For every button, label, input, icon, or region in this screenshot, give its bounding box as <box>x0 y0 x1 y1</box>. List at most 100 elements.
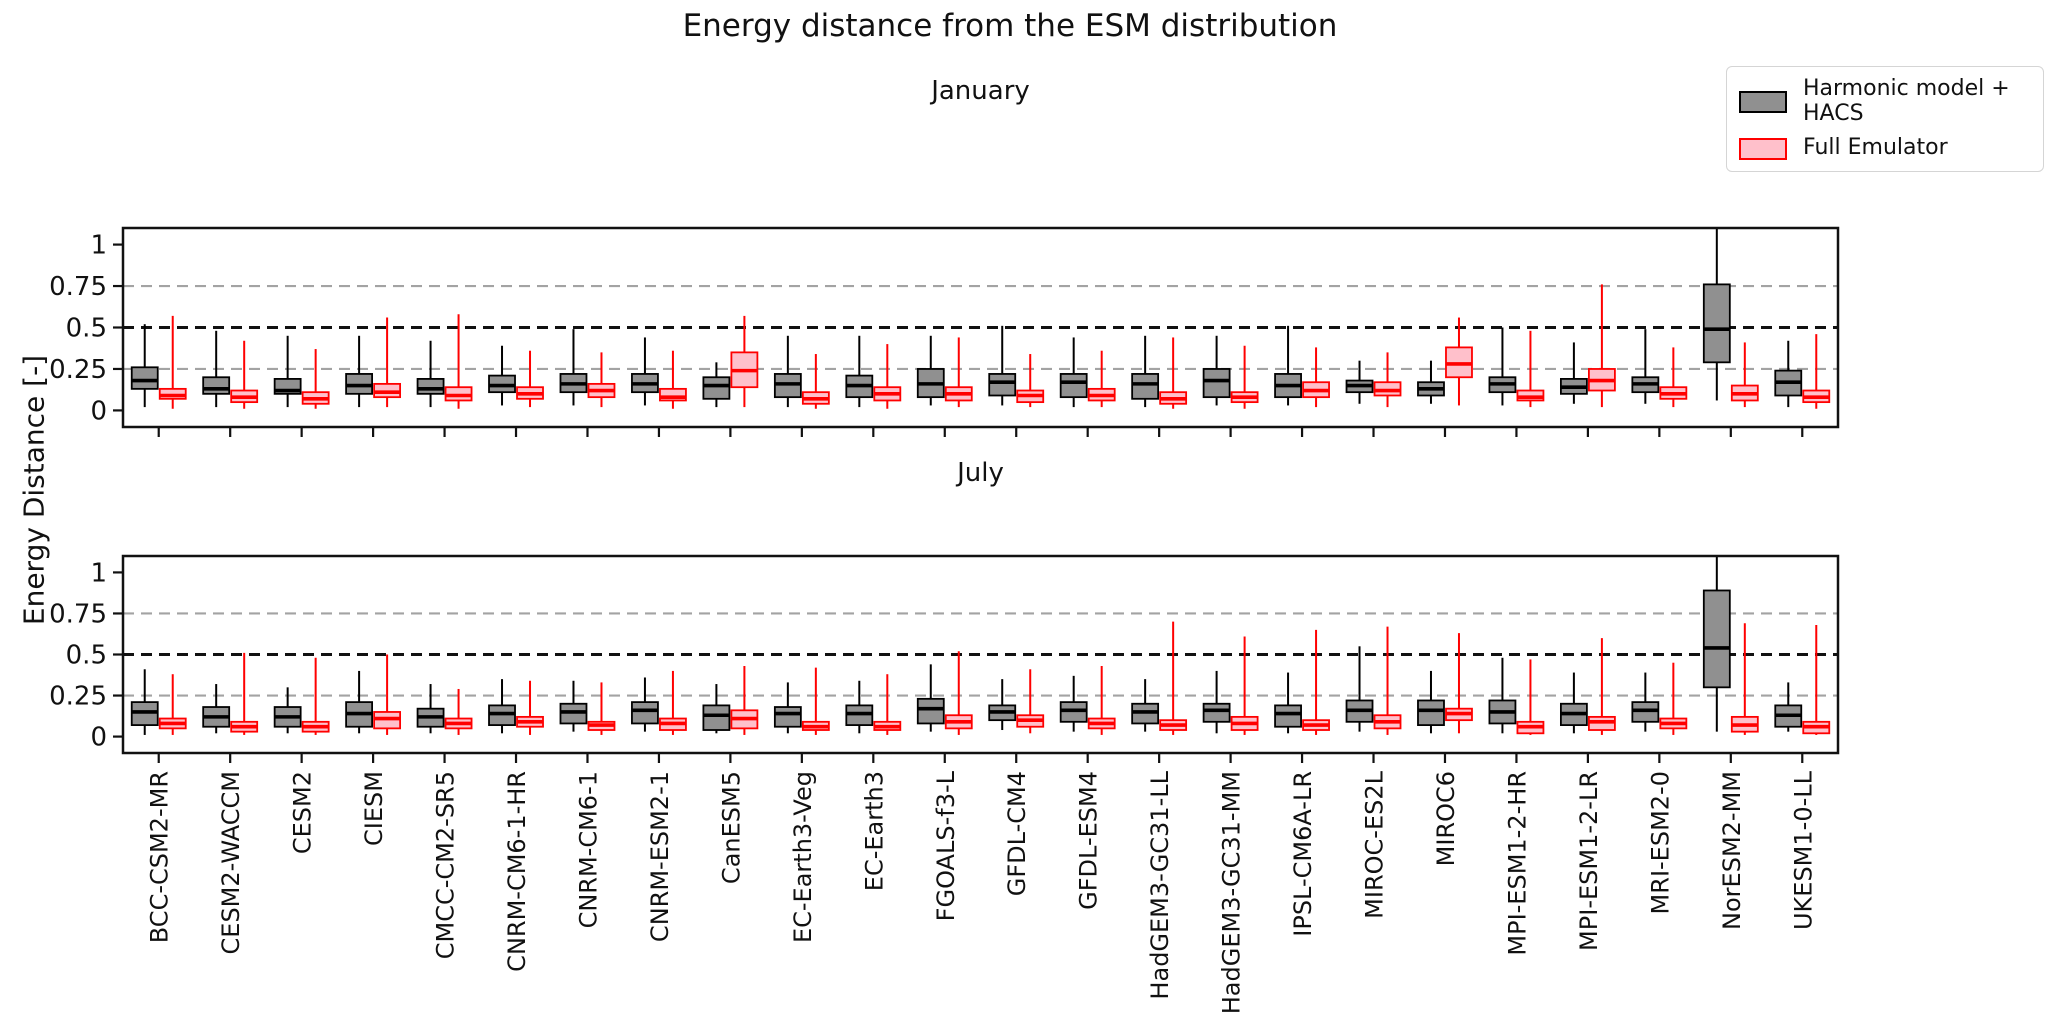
box-july-FGOALS-f3-L-hacs <box>916 664 945 732</box>
box-july-CIESM-emulator <box>373 654 402 735</box>
box-july-CMCC-CM2-SR5-hacs <box>416 684 445 734</box>
box-january-CIESM-emulator <box>373 317 402 408</box>
box-january-GFDL-ESM4-emulator <box>1087 350 1116 408</box>
box-july-EC-Earth3-Veg-emulator <box>801 667 830 735</box>
box-july-EC-Earth3-Veg-hacs <box>773 682 802 734</box>
y-tick-label: 0.75 <box>49 599 107 629</box>
box-january-MPI-ESM1-2-HR-emulator <box>1516 330 1545 408</box>
y-tick-label: 1 <box>90 231 107 261</box>
box-january-MIROC6-emulator <box>1445 317 1473 406</box>
box-july-CNRM-ESM2-1-emulator <box>659 670 687 735</box>
x-tick-label: CESM2 <box>289 771 317 854</box>
box-july-GFDL-ESM4-emulator <box>1087 665 1116 735</box>
box-january-MRI-ESM2-0-emulator <box>1659 347 1688 408</box>
box-july-IPSL-CM6A-LR-hacs <box>1274 672 1302 734</box>
box-january-EC-Earth3-hacs <box>845 335 874 408</box>
box-july-BCC-CSM2-MR-hacs <box>130 669 159 735</box>
box-july-HadGEM3-GC31-MM-hacs <box>1202 670 1231 734</box>
box-july-MPI-ESM1-2-LR-hacs <box>1559 672 1588 734</box>
x-tick-label: CanESM5 <box>717 771 745 884</box>
subplot-title-january: January <box>931 76 1030 106</box>
box-january-FGOALS-f3-L-emulator <box>944 337 973 408</box>
x-tick-label: MRI-ESM2-0 <box>1646 771 1674 914</box>
box-january-NorESM2-MM-emulator <box>1730 342 1759 408</box>
box-july-GFDL-ESM4-hacs <box>1059 675 1088 732</box>
x-tick-label: CNRM-CM6-1-HR <box>503 771 531 972</box>
x-tick-label: BCC-CSM2-MR <box>146 771 174 943</box>
box-july-CNRM-CM6-1-emulator <box>587 682 616 735</box>
box-january-FGOALS-f3-L-hacs <box>916 335 945 406</box>
box-july-UKESM1-0-LL-emulator <box>1802 624 1831 735</box>
box-july-CanESM5-hacs <box>702 684 731 734</box>
box-january-CESM2-hacs <box>273 335 302 408</box>
box-july-CNRM-CM6-1-HR-hacs <box>488 679 516 734</box>
x-tick-label: EC-Earth3-Veg <box>789 771 817 943</box>
box-january-CESM2-emulator <box>301 349 330 409</box>
box-july-EC-Earth3-hacs <box>845 680 874 734</box>
x-tick-label: MPI-ESM1-2-LR <box>1575 771 1603 951</box>
box-january-CNRM-CM6-1-HR-emulator <box>516 350 544 408</box>
box-january-CanESM5-emulator <box>730 315 759 408</box>
box-july-CESM2-WACCM-emulator <box>230 652 259 735</box>
legend: Harmonic model + HACS Full Emulator <box>1726 66 2044 172</box>
box-july-FGOALS-f3-L-emulator <box>944 651 973 735</box>
box-january-NorESM2-MM-hacs <box>1702 228 1731 401</box>
legend-label-emulator: Full Emulator <box>1803 135 1948 161</box>
box-january-IPSL-CM6A-LR-emulator <box>1302 347 1330 408</box>
boxes <box>130 228 1831 409</box>
y-tick-label: 0.25 <box>49 682 107 712</box>
x-tick-label: HadGEM3-GC31-MM <box>1218 771 1246 1014</box>
x-tick-label: FGOALS-f3-L <box>932 770 960 921</box>
box-january-CMCC-CM2-SR5-emulator <box>444 314 473 409</box>
box-july-IPSL-CM6A-LR-emulator <box>1302 629 1330 735</box>
x-tick-label: CNRM-ESM2-1 <box>646 771 674 942</box>
emulator-box-swatch <box>1739 137 1787 160</box>
box-july-CIESM-hacs <box>345 670 374 734</box>
box-january-CNRM-ESM2-1-hacs <box>631 337 659 406</box>
x-tick-label: MIROC-ES2L <box>1361 770 1389 918</box>
box-july-GFDL-CM4-emulator <box>1016 669 1045 734</box>
y-tick-label: 0.25 <box>49 355 107 385</box>
y-tick-label: 0.5 <box>66 641 107 671</box>
x-tick-label: MIROC6 <box>1432 771 1460 866</box>
box-january-MRI-ESM2-0-hacs <box>1631 329 1660 404</box>
box-july-MIROC6-hacs <box>1417 670 1445 734</box>
legend-item-emulator: Full Emulator <box>1739 136 2031 161</box>
box-july-CESM2-WACCM-hacs <box>202 684 231 734</box>
box-july-MPI-ESM1-2-LR-emulator <box>1587 638 1616 735</box>
box-january-MPI-ESM1-2-HR-hacs <box>1488 327 1517 406</box>
box-july-MIROC-ES2L-hacs <box>1345 646 1374 732</box>
box-january-MIROC-ES2L-emulator <box>1373 352 1402 408</box>
box-july-CNRM-CM6-1-hacs <box>559 680 588 732</box>
box-january-BCC-CSM2-MR-hacs <box>130 324 159 408</box>
box-july-CMCC-CM2-SR5-emulator <box>444 688 473 735</box>
box-january-HadGEM3-GC31-LL-hacs <box>1131 335 1160 408</box>
y-tick-label: 0.75 <box>49 272 107 302</box>
box-july-HadGEM3-GC31-MM-emulator <box>1230 636 1259 735</box>
x-tick-label: MPI-ESM1-2-HR <box>1503 771 1531 956</box>
legend-item-hacs: Harmonic model + HACS <box>1739 76 2031 126</box>
subplot-title-july: July <box>957 458 1004 488</box>
x-tick-label: NorESM2-MM <box>1718 771 1746 930</box>
legend-label-hacs: Harmonic model + HACS <box>1803 76 2010 126</box>
box-july-MRI-ESM2-0-emulator <box>1659 662 1688 735</box>
box-july-CanESM5-emulator <box>730 665 759 735</box>
x-tick-label: CMCC-CM2-SR5 <box>432 771 460 959</box>
y-tick-label: 0 <box>90 396 107 426</box>
box-july-NorESM2-MM-emulator <box>1730 623 1759 735</box>
box-july-EC-Earth3-emulator <box>873 674 902 735</box>
box-july-CNRM-CM6-1-HR-emulator <box>516 680 544 735</box>
box-july-MRI-ESM2-0-hacs <box>1631 672 1660 732</box>
hacs-box-swatch <box>1739 90 1787 113</box>
y-tick-label: 0 <box>90 723 107 753</box>
box-january-MPI-ESM1-2-LR-emulator <box>1587 284 1616 408</box>
box-july-UKESM1-0-LL-hacs <box>1774 682 1803 732</box>
box-january-HadGEM3-GC31-LL-emulator <box>1159 337 1188 409</box>
boxes <box>130 556 1831 735</box>
box-july-CNRM-ESM2-1-hacs <box>631 677 659 732</box>
box-january-UKESM1-0-LL-emulator <box>1802 334 1831 409</box>
box-january-IPSL-CM6A-LR-hacs <box>1274 325 1302 406</box>
box-january-MIROC6-hacs <box>1417 360 1445 404</box>
box-july-MIROC-ES2L-emulator <box>1373 626 1402 735</box>
